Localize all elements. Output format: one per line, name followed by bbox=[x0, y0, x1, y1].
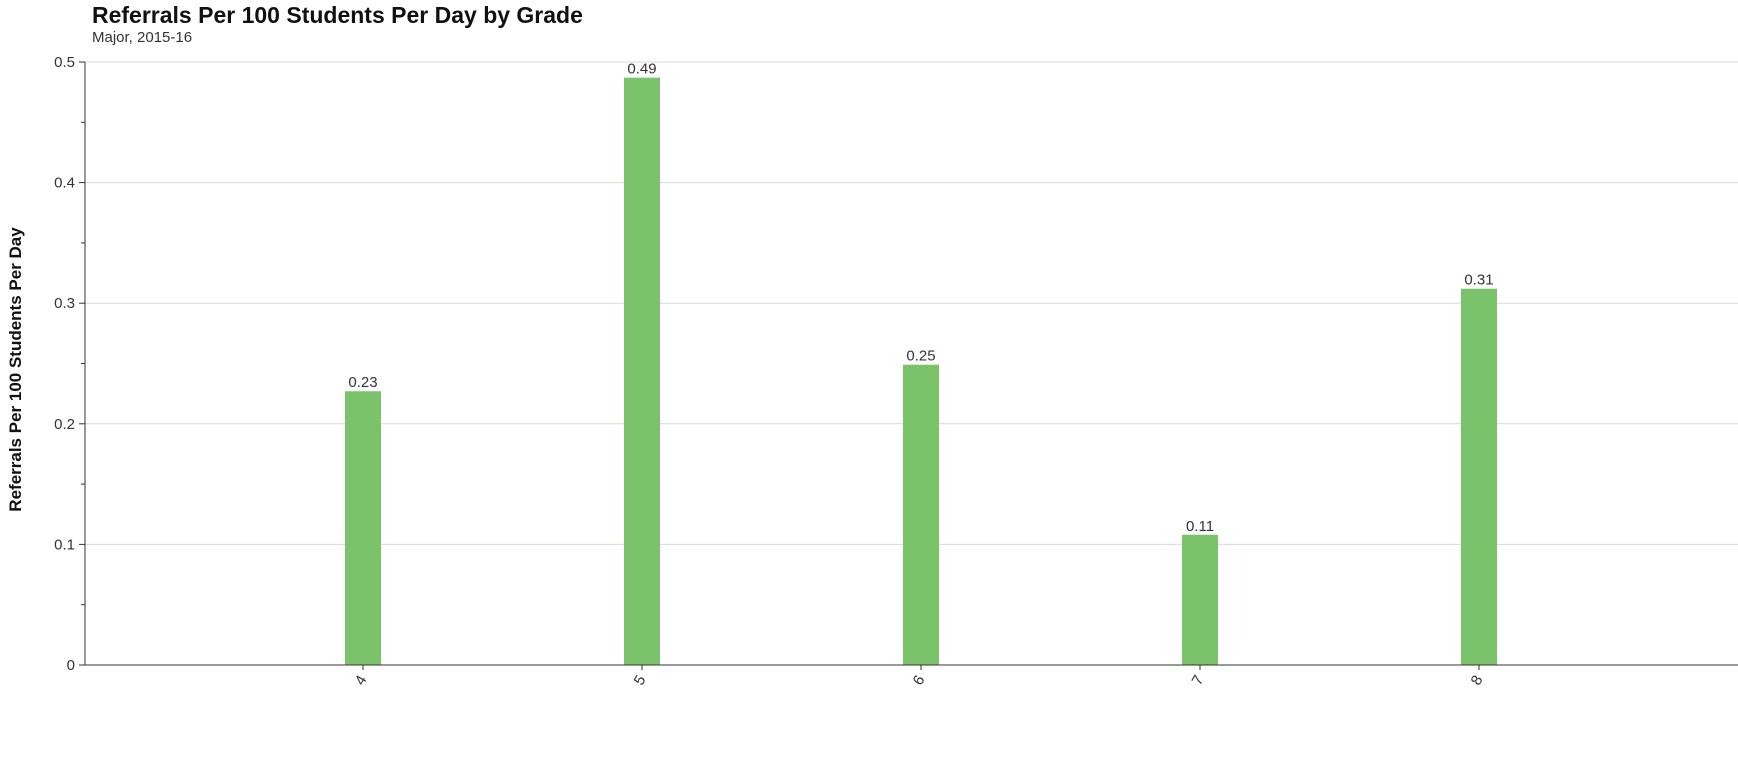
bars bbox=[345, 77, 1497, 666]
bar-grade-6 bbox=[903, 364, 939, 665]
chart-subtitle: Major, 2015-16 bbox=[92, 29, 193, 46]
bar-grade-7 bbox=[1182, 534, 1218, 665]
x-tick-label: 8 bbox=[1468, 673, 1487, 689]
bar-grade-5 bbox=[624, 77, 660, 666]
y-tick-label: 0.4 bbox=[54, 175, 75, 192]
x-tick-label: 4 bbox=[352, 673, 371, 689]
bar-grade-8 bbox=[1461, 288, 1497, 665]
y-tick-label: 0 bbox=[67, 657, 75, 674]
bar-grade-4 bbox=[345, 391, 381, 665]
data-label: 0.23 bbox=[348, 374, 377, 391]
y-tick-label: 0.3 bbox=[54, 295, 75, 312]
y-tick-label: 0.1 bbox=[54, 536, 75, 553]
x-tick-label: 5 bbox=[631, 673, 650, 689]
chart-title: Referrals Per 100 Students Per Day by Gr… bbox=[92, 2, 583, 28]
y-axis-label: Referrals Per 100 Students Per Day bbox=[6, 227, 25, 512]
y-tick-label: 0.5 bbox=[54, 54, 75, 71]
x-tick-label: 7 bbox=[1189, 673, 1208, 689]
data-label: 0.25 bbox=[906, 348, 935, 365]
data-label: 0.31 bbox=[1464, 272, 1493, 289]
data-label: 0.49 bbox=[627, 61, 656, 78]
data-label: 0.11 bbox=[1186, 518, 1214, 535]
x-tick-label: 6 bbox=[910, 673, 929, 689]
data-labels: 0.23 0.49 0.25 0.11 0.31 bbox=[348, 61, 1493, 535]
y-tick-label: 0.2 bbox=[54, 416, 75, 433]
